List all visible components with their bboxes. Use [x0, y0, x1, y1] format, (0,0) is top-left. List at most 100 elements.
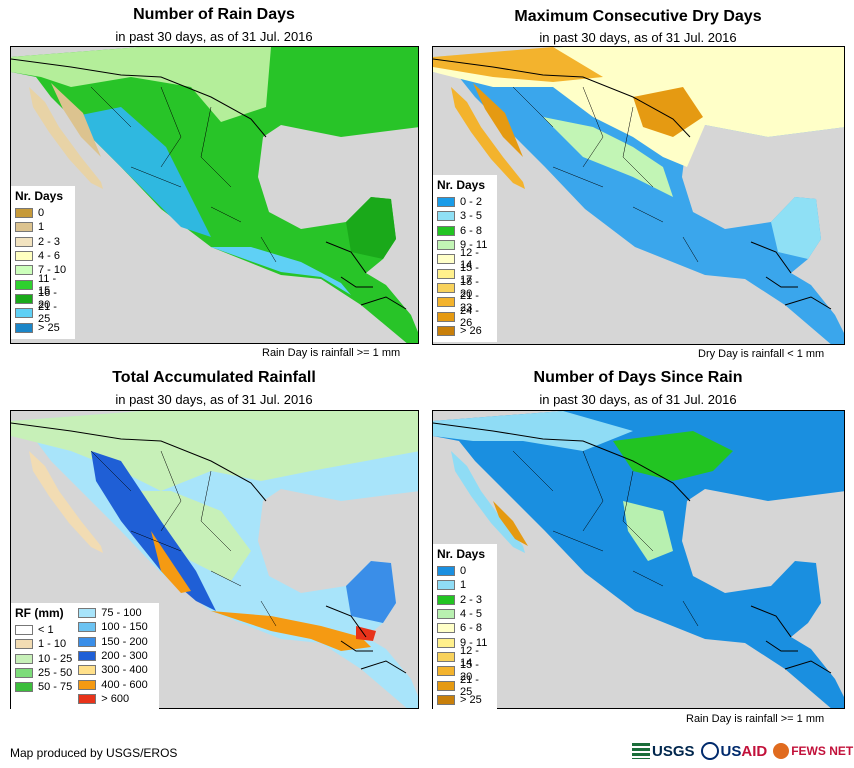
legend-label: 4 - 5 [460, 608, 483, 621]
legend-label: 16 - 20 [38, 286, 57, 311]
legend-label: 9 - 11 [460, 636, 488, 649]
legend-swatch [15, 625, 33, 636]
legend-swatch [78, 679, 97, 690]
legend-title: RF (mm) [15, 606, 64, 620]
legend-swatch [15, 639, 33, 650]
usgs-logo: USGS [632, 743, 695, 760]
legend-item: 12 - 14 [437, 645, 492, 669]
legend-label: 15 - 20 [460, 659, 479, 684]
legend-label: 6 - 8 [460, 622, 483, 635]
legend-title: Nr. Days [437, 178, 486, 192]
legend-item: 6 - 8 [437, 621, 492, 635]
panel-subtitle-total-rainfall: in past 30 days, as of 31 Jul. 2016 [115, 392, 313, 407]
legend-swatch [437, 651, 455, 662]
legend-item: 9 - 11 [437, 238, 492, 252]
legend-item: 4 - 5 [437, 607, 492, 621]
legend-label: 400 - 600 [101, 678, 148, 691]
legend-swatch [437, 311, 455, 322]
zone-south-orange [211, 611, 371, 651]
legend-swatch [437, 254, 455, 265]
panel-title-total-rainfall: Total Accumulated Rainfall [112, 369, 316, 386]
legend-swatch [437, 594, 455, 605]
baja-peninsula [451, 451, 525, 553]
legend-item: 0 [15, 206, 70, 220]
legend-swatch [78, 608, 97, 619]
legend-item: 21 - 25 [437, 674, 492, 698]
panel-subtitle-rain-days: in past 30 days, as of 31 Jul. 2016 [115, 29, 313, 44]
legend-label: 100 - 150 [101, 621, 148, 634]
legend-label: 3 - 5 [460, 210, 483, 223]
legend-label: > 26 [460, 324, 482, 337]
map-panel-days-since-rain [432, 410, 845, 709]
legend-label: 18 - 20 [460, 275, 479, 300]
legend-swatch [437, 680, 455, 691]
legend-label: > 25 [460, 693, 482, 706]
state-borders [90, 86, 277, 263]
land-base [433, 411, 844, 708]
legend-label: 4 - 6 [38, 250, 61, 263]
legend-swatch [437, 637, 455, 648]
usaid-logo: US AID [700, 742, 767, 760]
legend-item: 300 - 400 [78, 663, 148, 677]
legend-swatch [437, 268, 455, 279]
zone-yucatan [771, 197, 821, 259]
legend-label: 21 - 25 [38, 301, 57, 326]
map-total-rainfall [11, 411, 418, 708]
legend-item: > 25 [437, 693, 492, 707]
panel-title-dry-days: Maximum Consecutive Dry Days [514, 8, 762, 25]
legend-label: 6 - 8 [460, 224, 483, 237]
baja-peninsula [29, 87, 103, 189]
state-borders [90, 450, 277, 627]
legend-label: > 25 [38, 321, 60, 334]
zone-northeast-dry [633, 87, 703, 137]
country-borders [11, 422, 407, 674]
legend-item: > 26 [437, 324, 492, 338]
legend-item: 21 - 23 [437, 290, 492, 314]
legend-swatch [437, 609, 455, 620]
legend-swatch [437, 325, 455, 336]
legend-item: 2 - 3 [15, 235, 70, 249]
legend-label: 1 [38, 221, 45, 234]
legend-label: 7 - 10 [38, 264, 67, 277]
legend-item: 24 - 26 [437, 305, 492, 329]
country-borders [433, 422, 832, 674]
panel-title-days-since-rain: Number of Days Since Rain [533, 369, 743, 386]
legend-item: 16 - 20 [15, 287, 70, 311]
legend-swatch [78, 651, 97, 662]
legend-swatch [15, 265, 33, 276]
fewsnet-logo: FEWS NET [773, 743, 853, 759]
legend-swatch [78, 636, 97, 647]
legend-swatch [15, 653, 33, 664]
legend-swatch [15, 236, 33, 247]
legend-swatch [78, 622, 97, 633]
zone-yucatan [346, 561, 396, 623]
legend-swatch [15, 222, 33, 233]
country-borders [433, 58, 832, 310]
state-borders [512, 450, 699, 627]
note-days-since-rain: Rain Day is rainfall >= 1 mm [686, 713, 825, 725]
note-rain-days: Rain Day is rainfall >= 1 mm [262, 347, 401, 359]
legend-label: 1 [460, 579, 467, 592]
fewsnet-globe-icon [773, 743, 790, 759]
sonora-coast [51, 83, 101, 157]
legend-label: 15 - 17 [460, 261, 479, 286]
legend-item: 15 - 17 [437, 262, 492, 286]
legend-item: 75 - 100 [78, 606, 147, 620]
legend-swatch [437, 623, 455, 634]
legend-swatch [437, 282, 455, 293]
map-panel-dry-days [432, 46, 845, 345]
legend-swatch [437, 297, 455, 308]
sonora-coast [473, 83, 523, 157]
legend-label: > 600 [101, 692, 130, 705]
zone-south [211, 247, 351, 295]
legend-label: 12 - 14 [460, 247, 479, 272]
legend-item: 15 - 20 [437, 659, 492, 683]
legend-label: 0 - 2 [460, 196, 483, 209]
legend-item: 10 - 25 [15, 652, 72, 666]
legend-swatch [437, 240, 455, 251]
zone-plateau-green [623, 501, 673, 561]
legend-label: 21 - 25 [460, 673, 479, 698]
zone-green-ring [543, 117, 673, 197]
